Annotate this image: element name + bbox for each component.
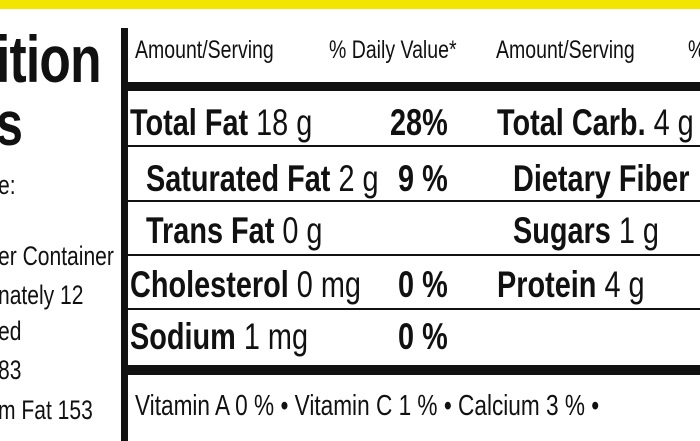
nutrient-saturated-fat: Saturated Fat 2 g	[146, 158, 379, 199]
nutrient-protein: Protein 4 g	[497, 264, 645, 305]
nutrient-sodium: Sodium 1 mg	[130, 316, 309, 357]
calories-from-fat: m Fat 153	[0, 395, 93, 425]
header-daily-value-right: %	[688, 38, 700, 63]
vitamins-line: Vitamin A 0 % • Vitamin C 1 % • Calcium …	[135, 390, 600, 422]
nutrient-cholesterol: Cholesterol 0 mg	[130, 264, 361, 305]
pct-saturated-fat: 9 %	[398, 158, 448, 199]
row-rule	[128, 145, 700, 147]
nutrient-sugars: Sugars 1 g	[513, 210, 659, 251]
amount-per-serving-label: ed	[0, 316, 22, 346]
calories-value: 83	[0, 355, 22, 385]
serving-size-label: e:	[0, 170, 16, 200]
servings-per-container-label: er Container	[0, 241, 114, 271]
nutrient-dietary-fiber: Dietary Fiber	[513, 158, 690, 199]
header-rule	[128, 82, 700, 91]
header-daily-value: % Daily Value*	[329, 36, 457, 64]
pct-cholesterol: 0 %	[398, 264, 448, 305]
row-rule	[128, 254, 700, 256]
nutrient-total-fat: Total Fat 18 g	[130, 102, 313, 143]
header-amount-serving-right: Amount/Serving	[496, 36, 635, 64]
column-divider	[121, 28, 128, 441]
nutrient-trans-fat: Trans Fat 0 g	[146, 210, 323, 251]
row-rule	[128, 200, 700, 202]
header-amount-serving-left: Amount/Serving	[135, 36, 274, 64]
row-rule	[128, 308, 700, 310]
panel-title-line1: ition	[0, 22, 102, 96]
pct-sodium: 0 %	[398, 316, 448, 357]
nutrient-total-carb: Total Carb. 4 g	[497, 102, 694, 143]
vitamins-rule	[128, 365, 700, 375]
panel-title-line2: s	[0, 94, 23, 156]
top-yellow-border	[0, 0, 700, 9]
pct-total-fat: 28%	[390, 102, 448, 143]
servings-per-container-value: nately 12	[0, 280, 84, 310]
